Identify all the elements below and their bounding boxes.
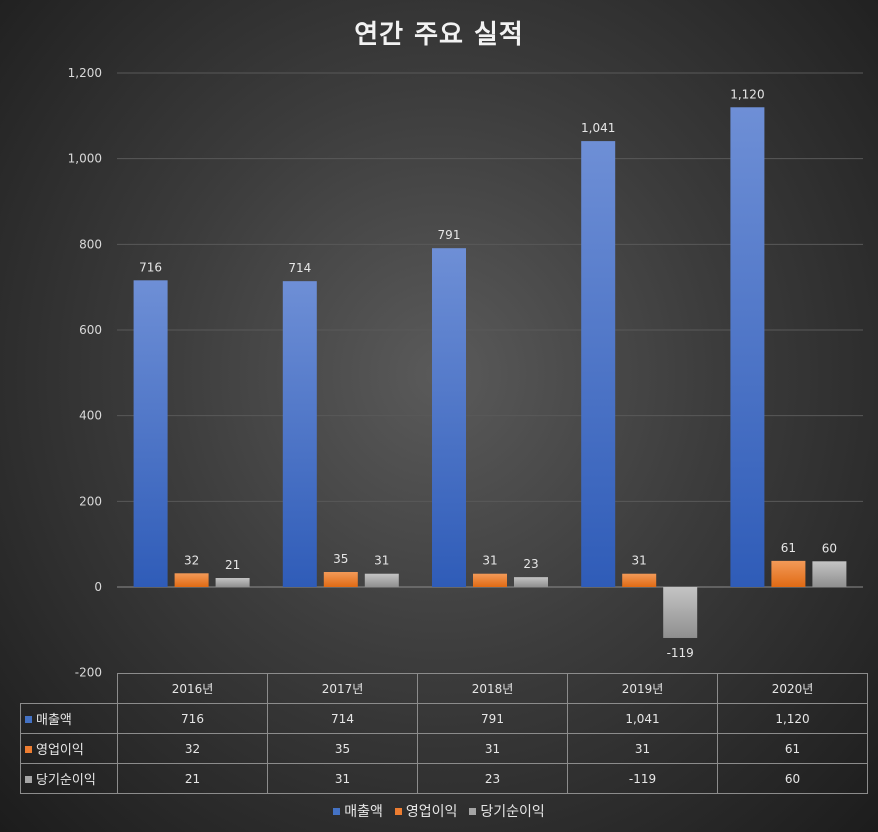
bar-영업이익 [473, 573, 507, 587]
bar-매출액 [282, 281, 317, 587]
legend-swatch [25, 716, 32, 723]
table-cell: 32 [117, 733, 268, 764]
table-row-header: 영업이익 [20, 733, 118, 764]
y-tick-label: 800 [79, 237, 102, 251]
legend-label: 매출액 [344, 804, 383, 820]
table-cell: 61 [717, 733, 868, 764]
table-row: 매출액 716 714 791 1,041 1,120 [20, 703, 868, 734]
table-header-cell: 2017년 [267, 673, 418, 704]
data-label: 31 [374, 554, 389, 568]
legend: 매출액 영업이익 당기순이익 [0, 801, 878, 821]
table-cell: 1,041 [567, 703, 718, 734]
legend-swatch [25, 776, 32, 783]
table-header-cell: 2018년 [417, 673, 568, 704]
table-header-cell: 2016년 [117, 673, 268, 704]
table-cell: 714 [267, 703, 418, 734]
data-label: 714 [288, 261, 311, 275]
y-tick-label: 200 [79, 494, 102, 508]
chart-title: 연간 주요 실적 [354, 20, 524, 50]
y-tick-label: 600 [79, 323, 102, 337]
data-label: 32 [184, 553, 199, 567]
bar-영업이익 [323, 572, 358, 587]
bar-당기순이익 [215, 578, 250, 587]
table-cell: 1,120 [717, 703, 868, 734]
data-label: 1,120 [730, 87, 764, 101]
legend-label: 당기순이익 [480, 804, 545, 820]
bar-영업이익 [771, 560, 806, 587]
data-label: 791 [438, 228, 461, 242]
legend-item: 당기순이익 [469, 801, 545, 821]
table-cell: 31 [267, 763, 418, 794]
bar-매출액 [730, 107, 765, 588]
bar-매출액 [432, 248, 466, 587]
bar-당기순이익 [364, 573, 399, 587]
data-label: 31 [632, 554, 647, 568]
y-tick-label: 0 [94, 580, 102, 594]
bar-매출액 [133, 280, 168, 587]
table-header-cell: 2020년 [717, 673, 868, 704]
bar-영업이익 [622, 573, 657, 587]
table-cell: 791 [417, 703, 568, 734]
legend-item: 영업이익 [394, 801, 458, 821]
table-cell: 60 [717, 763, 868, 794]
table-row: 영업이익 32 35 31 31 61 [20, 733, 868, 764]
table-corner [20, 673, 118, 704]
table-row-header: 당기순이익 [20, 763, 118, 794]
data-label: 61 [781, 541, 796, 555]
data-table: 2016년 2017년 2018년 2019년 2020년 매출액 716 714 791 1,0… [20, 673, 868, 794]
data-label: 31 [482, 554, 497, 568]
y-tick-label: 1,000 [68, 152, 102, 166]
data-label: 716 [139, 260, 162, 274]
table-cell: 31 [417, 733, 568, 764]
data-label: 60 [822, 541, 837, 555]
table-row: 당기순이익 21 31 23 -119 60 [20, 763, 868, 794]
data-label: 35 [333, 552, 348, 566]
table-cell: 31 [567, 733, 718, 764]
legend-label: 영업이익 [405, 804, 458, 820]
table-cell: -119 [567, 763, 718, 794]
legend-swatch [469, 808, 477, 815]
y-tick-label: 400 [79, 409, 102, 423]
table-cell: 23 [417, 763, 568, 794]
legend-item: 매출액 [333, 801, 383, 821]
data-label: -119 [667, 646, 694, 660]
data-label: 23 [523, 557, 538, 571]
bar-영업이익 [174, 573, 209, 587]
data-label: 1,041 [581, 121, 615, 135]
bar-당기순이익 [514, 577, 548, 587]
table-cell: 35 [267, 733, 418, 764]
table-cell: 21 [117, 763, 268, 794]
table-row-header: 매출액 [20, 703, 118, 734]
bar-당기순이익 [812, 561, 847, 587]
data-label: 21 [225, 558, 240, 572]
bar-매출액 [581, 141, 616, 588]
y-tick-label: 1,200 [68, 66, 102, 80]
table-cell: 716 [117, 703, 268, 734]
legend-swatch [25, 746, 32, 753]
bar-당기순이익 [663, 587, 698, 638]
legend-swatch [394, 808, 402, 815]
legend-swatch [333, 808, 341, 815]
table-header-cell: 2019년 [567, 673, 718, 704]
